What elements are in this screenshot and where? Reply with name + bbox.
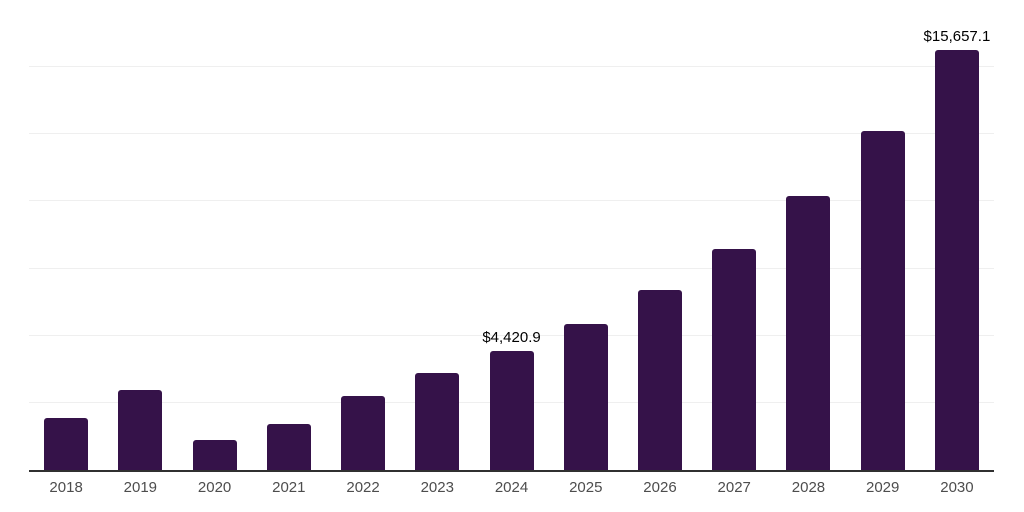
- bar-2021: [266, 423, 311, 470]
- x-tick-2030: 2030: [940, 479, 974, 496]
- gridline: [29, 66, 994, 68]
- bar-slot-2019: [103, 0, 177, 470]
- x-tick-2028: 2028: [791, 479, 826, 496]
- bar-slot-2020: [177, 0, 251, 470]
- bar-2018: [44, 418, 89, 470]
- bar-2024: [489, 351, 534, 470]
- bar-slot-2027: [697, 0, 771, 470]
- bar-2025: [563, 323, 608, 470]
- plot-area: $4,420.9 $15,657.1: [29, 0, 994, 472]
- x-tick-2026: 2026: [643, 479, 677, 496]
- bar-slot-2021: [252, 0, 326, 470]
- gridline: [29, 133, 994, 135]
- bar-2019: [118, 389, 163, 470]
- bar-2030: [934, 49, 979, 470]
- x-tick-2019: 2019: [123, 479, 158, 496]
- gridline: [29, 334, 994, 336]
- x-axis: 2018 2019 2020 2021 2022 2023 2024 2025 2026 2027…: [29, 478, 994, 497]
- bar-series: $4,420.9 $15,657.1: [29, 0, 994, 470]
- x-tick-2022: 2022: [346, 479, 380, 496]
- bar-2023: [415, 373, 460, 470]
- x-tick-2023: 2023: [420, 479, 454, 496]
- bar-2028: [786, 195, 831, 470]
- x-tick-2018: 2018: [49, 479, 83, 496]
- x-tick-2027: 2027: [717, 479, 751, 496]
- bar-slot-2024: $4,420.9: [474, 0, 548, 470]
- bar-value-label-2030: $15,657.1: [923, 27, 991, 45]
- x-tick-2029: 2029: [866, 479, 900, 496]
- bar-slot-2030: $15,657.1: [920, 0, 994, 470]
- bar-slot-2026: [623, 0, 697, 470]
- x-tick-2024: 2024: [494, 479, 529, 496]
- x-tick-2025: 2025: [569, 479, 603, 496]
- x-tick-2020: 2020: [197, 479, 232, 496]
- bar-2027: [712, 248, 757, 470]
- bar-value-label-2024: $4,420.9: [482, 329, 541, 347]
- gridline: [29, 200, 994, 202]
- bar-2029: [860, 130, 905, 470]
- bar-2026: [637, 290, 682, 470]
- bar-slot-2022: [326, 0, 400, 470]
- bar-2020: [192, 440, 237, 470]
- x-tick-2021: 2021: [272, 479, 306, 496]
- bar-slot-2023: [400, 0, 474, 470]
- bar-slot-2029: [846, 0, 920, 470]
- bar-slot-2018: [29, 0, 103, 470]
- gridline: [29, 267, 994, 269]
- bar-2022: [341, 396, 386, 470]
- bar-slot-2025: [549, 0, 623, 470]
- bar-slot-2028: [771, 0, 845, 470]
